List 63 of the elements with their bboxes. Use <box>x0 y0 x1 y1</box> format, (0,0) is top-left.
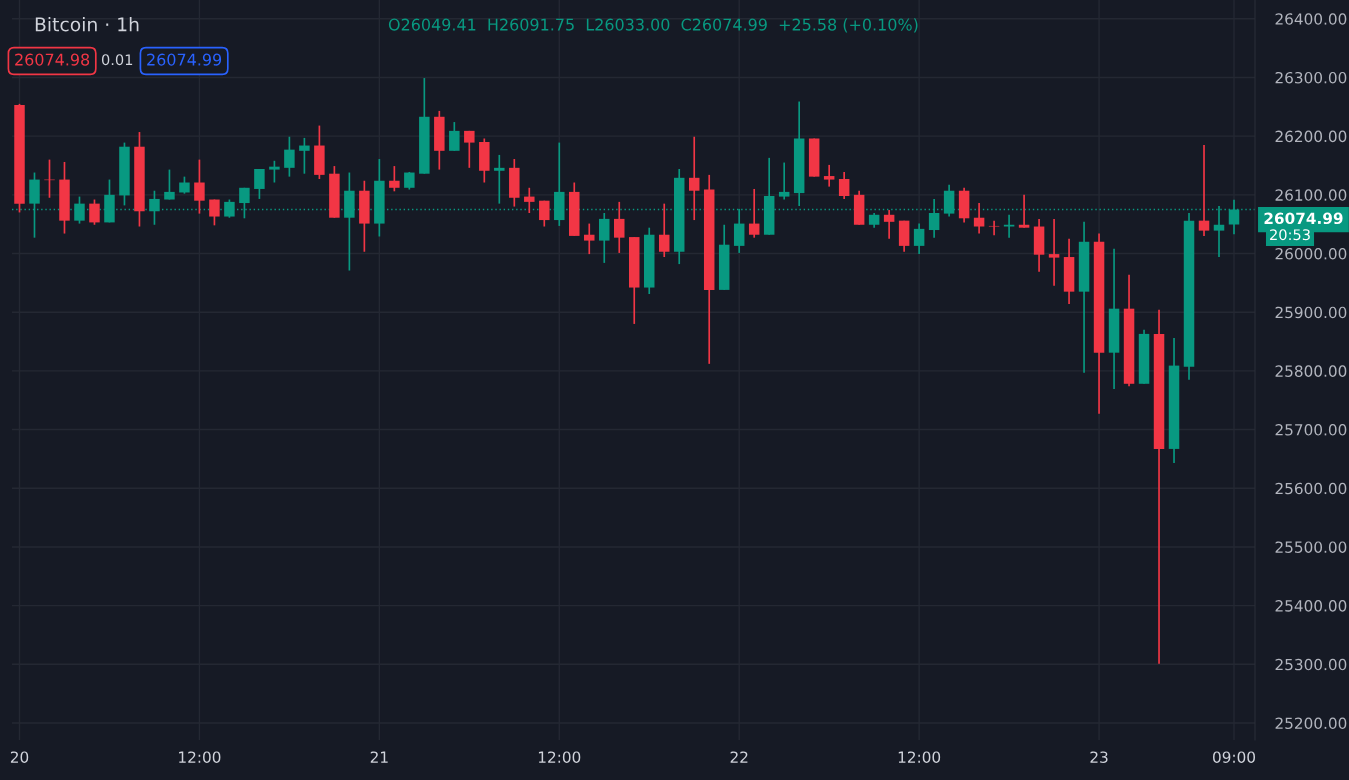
y-tick-label: 25600.00 <box>1275 482 1347 495</box>
candlestick <box>913 222 925 255</box>
y-tick-label: 25500.00 <box>1275 541 1347 553</box>
candlestick <box>209 198 220 227</box>
candlestick <box>748 188 760 239</box>
y-tick-label: 25800.00 <box>1275 365 1347 377</box>
x-tick-label: 22 <box>730 751 748 763</box>
y-tick-label: 26400.00 <box>1275 13 1347 25</box>
x-tick-label: 12:00 <box>898 751 941 763</box>
candlestick <box>74 195 85 225</box>
y-tick-label: 25900.00 <box>1275 306 1347 319</box>
y-tick-label: 26200.00 <box>1275 130 1347 143</box>
candlestick <box>778 161 790 201</box>
annotation: 26074.99 <box>147 53 222 66</box>
x-tick-label: 12:00 <box>179 751 221 763</box>
y-tick-label: 25200.00 <box>1275 717 1347 729</box>
annotation: O26049.41 H26091.75 L26033.00 C26074.99 +25.58 (+0.10%) <box>388 18 918 33</box>
candlestick <box>149 189 160 226</box>
candlestick <box>1048 218 1060 287</box>
x-tick-label: 20 <box>10 751 29 763</box>
candlestick <box>224 198 235 219</box>
y-tick-label: 26000.00 <box>1275 247 1347 260</box>
y-tick-label: 25300.00 <box>1275 658 1347 671</box>
candlestick <box>284 135 295 178</box>
candlestick <box>194 158 205 215</box>
x-tick-label: 23 <box>1090 751 1108 763</box>
candlestick <box>164 168 175 201</box>
candlestick <box>464 130 475 169</box>
y-tick-label: 25700.00 <box>1275 424 1347 436</box>
x-tick-label: 21 <box>370 751 388 763</box>
candlestick <box>449 121 460 152</box>
candlestick <box>254 168 265 200</box>
candlestick <box>823 164 835 188</box>
annotation: 0.01 <box>101 54 133 66</box>
candlestick <box>89 198 100 226</box>
candlestick <box>299 137 310 175</box>
y-tick-label: 26300.00 <box>1275 71 1347 84</box>
candlestick <box>928 198 940 239</box>
candlestick <box>973 202 985 235</box>
candlestick <box>658 202 670 258</box>
candlestick <box>494 154 505 205</box>
candlestick <box>599 212 610 264</box>
candlestick <box>838 171 850 200</box>
y-tick-label: 26100.00 <box>1275 189 1347 201</box>
candlestick <box>389 165 400 193</box>
candlestick <box>614 201 625 254</box>
candlestick <box>988 219 1000 237</box>
annotation: 26074.98 <box>15 53 90 66</box>
text: 20:53 <box>1270 229 1310 241</box>
candlestick <box>1018 193 1030 229</box>
x-tick-label: 09:00 <box>1213 751 1256 763</box>
candlestick <box>1198 144 1210 237</box>
text: Bitcoin · 1h <box>35 16 139 32</box>
candlestick <box>584 222 595 255</box>
x-tick-label: 12:00 <box>538 751 581 763</box>
candlestick <box>883 209 895 240</box>
ref-line-label: 26074.99 <box>1264 212 1343 225</box>
y-tick-label: 25400.00 <box>1275 600 1347 612</box>
candlestick <box>269 159 280 184</box>
candlestick <box>688 135 700 221</box>
candlestick <box>1003 213 1015 239</box>
candlestick <box>524 186 535 214</box>
candlestick <box>539 199 550 228</box>
